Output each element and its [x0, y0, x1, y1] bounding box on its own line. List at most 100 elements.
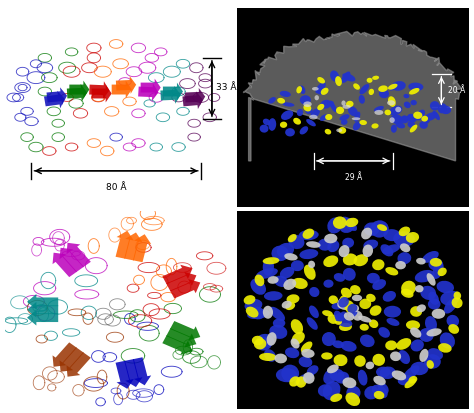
Ellipse shape: [339, 323, 352, 331]
Ellipse shape: [415, 270, 435, 282]
Ellipse shape: [341, 288, 352, 298]
Ellipse shape: [399, 116, 409, 123]
Ellipse shape: [320, 100, 331, 109]
Polygon shape: [60, 248, 84, 272]
Ellipse shape: [387, 100, 395, 105]
Ellipse shape: [376, 367, 391, 377]
Ellipse shape: [421, 116, 428, 121]
Ellipse shape: [353, 121, 361, 131]
Ellipse shape: [255, 337, 272, 351]
Ellipse shape: [263, 119, 271, 126]
Ellipse shape: [388, 96, 396, 107]
Polygon shape: [133, 357, 151, 385]
Ellipse shape: [312, 87, 319, 90]
Ellipse shape: [308, 261, 315, 268]
Ellipse shape: [282, 301, 292, 309]
Ellipse shape: [440, 106, 451, 114]
Ellipse shape: [346, 101, 354, 107]
Ellipse shape: [409, 376, 417, 384]
Ellipse shape: [276, 368, 297, 382]
Polygon shape: [141, 78, 161, 97]
Ellipse shape: [299, 356, 312, 367]
Ellipse shape: [352, 295, 362, 301]
Ellipse shape: [274, 354, 287, 363]
Ellipse shape: [289, 376, 300, 387]
Ellipse shape: [430, 101, 440, 111]
Ellipse shape: [363, 244, 373, 257]
Ellipse shape: [406, 232, 419, 243]
Polygon shape: [170, 279, 201, 299]
Ellipse shape: [342, 73, 356, 81]
Ellipse shape: [277, 98, 285, 104]
Ellipse shape: [328, 217, 342, 233]
Ellipse shape: [359, 120, 367, 125]
Ellipse shape: [384, 306, 401, 318]
Ellipse shape: [323, 368, 337, 384]
Ellipse shape: [428, 292, 439, 305]
Polygon shape: [163, 83, 183, 100]
Ellipse shape: [372, 385, 388, 399]
Ellipse shape: [452, 297, 463, 308]
Ellipse shape: [384, 109, 391, 115]
Ellipse shape: [392, 370, 406, 380]
Ellipse shape: [400, 243, 410, 252]
Ellipse shape: [330, 71, 339, 82]
Polygon shape: [124, 233, 143, 261]
Ellipse shape: [277, 243, 294, 258]
Ellipse shape: [307, 365, 319, 375]
Polygon shape: [116, 361, 134, 389]
Ellipse shape: [389, 117, 395, 123]
Polygon shape: [27, 294, 58, 310]
Ellipse shape: [404, 379, 416, 388]
Polygon shape: [53, 253, 77, 277]
Ellipse shape: [407, 114, 416, 121]
Ellipse shape: [328, 314, 338, 324]
Polygon shape: [53, 342, 77, 367]
Polygon shape: [170, 321, 201, 340]
Ellipse shape: [359, 95, 365, 104]
Ellipse shape: [378, 383, 389, 394]
Ellipse shape: [335, 313, 344, 321]
Ellipse shape: [303, 104, 311, 112]
Ellipse shape: [342, 217, 357, 231]
Ellipse shape: [280, 267, 294, 278]
Ellipse shape: [364, 222, 379, 236]
Ellipse shape: [354, 112, 360, 122]
Ellipse shape: [264, 291, 283, 301]
Ellipse shape: [281, 110, 293, 120]
Ellipse shape: [424, 112, 437, 121]
Polygon shape: [112, 81, 132, 98]
Ellipse shape: [373, 354, 385, 366]
Ellipse shape: [364, 240, 378, 250]
Ellipse shape: [352, 305, 359, 312]
Ellipse shape: [322, 310, 333, 316]
Ellipse shape: [346, 386, 361, 400]
Ellipse shape: [407, 114, 417, 122]
Ellipse shape: [317, 88, 325, 95]
Ellipse shape: [318, 239, 331, 251]
Ellipse shape: [321, 88, 328, 95]
Ellipse shape: [284, 253, 298, 261]
Ellipse shape: [383, 291, 396, 302]
Ellipse shape: [274, 275, 288, 287]
Ellipse shape: [260, 125, 269, 133]
Ellipse shape: [263, 257, 279, 264]
Ellipse shape: [432, 261, 444, 279]
Ellipse shape: [338, 245, 349, 257]
Ellipse shape: [292, 332, 305, 344]
Ellipse shape: [383, 244, 400, 254]
Ellipse shape: [427, 360, 434, 369]
Ellipse shape: [288, 234, 297, 242]
Ellipse shape: [256, 268, 278, 279]
Ellipse shape: [386, 318, 400, 326]
Ellipse shape: [372, 76, 379, 80]
Ellipse shape: [306, 241, 320, 248]
Ellipse shape: [395, 261, 406, 269]
Polygon shape: [66, 352, 91, 377]
Ellipse shape: [318, 384, 332, 397]
Ellipse shape: [406, 320, 420, 330]
Ellipse shape: [317, 104, 324, 110]
Ellipse shape: [408, 121, 415, 128]
Ellipse shape: [369, 89, 374, 95]
Ellipse shape: [428, 348, 443, 360]
